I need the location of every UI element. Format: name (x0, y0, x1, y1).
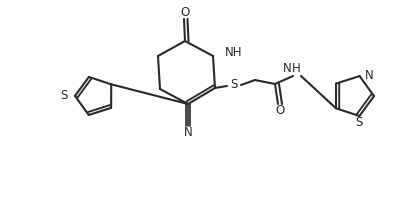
Text: S: S (355, 116, 362, 130)
Text: N: N (283, 62, 291, 75)
Text: O: O (180, 5, 189, 19)
Text: S: S (230, 78, 237, 92)
Text: N: N (364, 68, 372, 82)
Text: S: S (61, 89, 68, 102)
Text: NH: NH (225, 46, 242, 59)
Text: H: H (291, 62, 300, 75)
Text: N: N (183, 127, 192, 140)
Text: O: O (275, 105, 284, 118)
